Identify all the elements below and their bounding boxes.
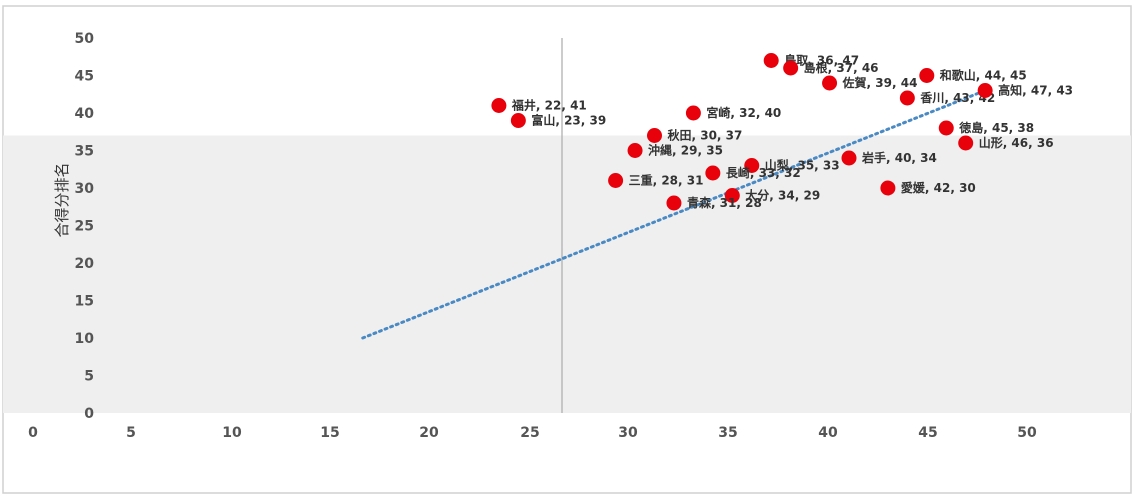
y-axis-label: 合得分排名 <box>53 162 71 237</box>
data-point-label: 香川, 43, 42 <box>919 90 995 105</box>
data-point-label: 山梨, 35, 33 <box>765 158 840 173</box>
data-point <box>744 158 760 173</box>
data-point <box>724 188 740 203</box>
data-point <box>685 105 701 121</box>
y-tick-label: 10 <box>75 331 95 347</box>
y-tick-label: 20 <box>75 256 95 272</box>
data-point <box>822 75 838 91</box>
data-point-label: 岩手, 40, 34 <box>861 150 937 165</box>
data-point-label: 青森, 31, 28 <box>687 195 762 210</box>
x-tick-label: 5 <box>126 425 136 441</box>
data-point-label: 秋田, 30, 37 <box>668 128 743 143</box>
data-point <box>783 60 799 76</box>
reference-band <box>3 135 1131 413</box>
data-point-label: 沖縄, 29, 35 <box>648 143 723 158</box>
x-tick-label: 15 <box>320 425 339 441</box>
y-tick-label: 50 <box>75 31 95 47</box>
y-tick-label: 15 <box>75 294 94 310</box>
data-point-label: 三重, 28, 31 <box>629 173 704 188</box>
data-point <box>899 90 915 106</box>
data-point <box>841 150 857 166</box>
data-point <box>958 135 974 151</box>
x-tick-label: 40 <box>818 425 838 441</box>
x-tick-label: 50 <box>1017 425 1037 441</box>
data-point <box>763 53 779 68</box>
x-tick-label: 25 <box>520 425 539 441</box>
data-point-label: 徳島, 45, 38 <box>958 120 1034 135</box>
y-tick-label: 0 <box>84 406 94 422</box>
data-point-label: 大分, 34, 29 <box>745 188 820 203</box>
data-point-label: 高知, 47, 43 <box>998 83 1073 98</box>
y-tick-label: 45 <box>75 69 94 85</box>
data-point <box>666 195 682 211</box>
x-tick-label: 0 <box>28 425 38 441</box>
data-point-label: 山形, 46, 36 <box>979 135 1054 150</box>
y-tick-label: 35 <box>75 144 94 160</box>
data-point <box>627 143 643 158</box>
data-point <box>880 180 896 196</box>
data-point-label: 和歌山, 44, 45 <box>939 68 1027 83</box>
x-tick-label: 10 <box>222 425 242 441</box>
data-point <box>608 173 624 188</box>
data-point <box>919 68 935 83</box>
data-point-label: 島根, 37, 46 <box>804 60 879 75</box>
x-tick-label: 30 <box>618 425 638 441</box>
data-point <box>705 165 721 181</box>
y-tick-label: 30 <box>75 181 95 197</box>
data-point-label: 長崎, 33, 32 <box>726 165 801 180</box>
data-point-label: 富山, 23, 39 <box>531 113 606 128</box>
data-point-label: 佐賀, 39, 44 <box>842 75 918 90</box>
y-tick-label: 40 <box>75 106 95 122</box>
x-tick-label: 35 <box>718 425 737 441</box>
data-point-label: 鳥取, 36, 47 <box>784 53 859 68</box>
data-point <box>647 128 662 143</box>
trendline <box>361 89 987 340</box>
y-tick-label: 25 <box>75 219 94 235</box>
x-tick-label: 45 <box>918 425 937 441</box>
data-point-label: 宮崎, 32, 40 <box>706 105 781 120</box>
data-point <box>510 113 526 128</box>
data-point <box>491 98 507 113</box>
data-point-label: 福井, 22, 41 <box>511 98 587 113</box>
data-point-label: 愛媛, 42, 30 <box>901 180 976 195</box>
x-tick-label: 20 <box>419 425 439 441</box>
data-point <box>938 120 954 136</box>
y-tick-label: 5 <box>84 369 94 385</box>
data-point <box>977 83 993 98</box>
